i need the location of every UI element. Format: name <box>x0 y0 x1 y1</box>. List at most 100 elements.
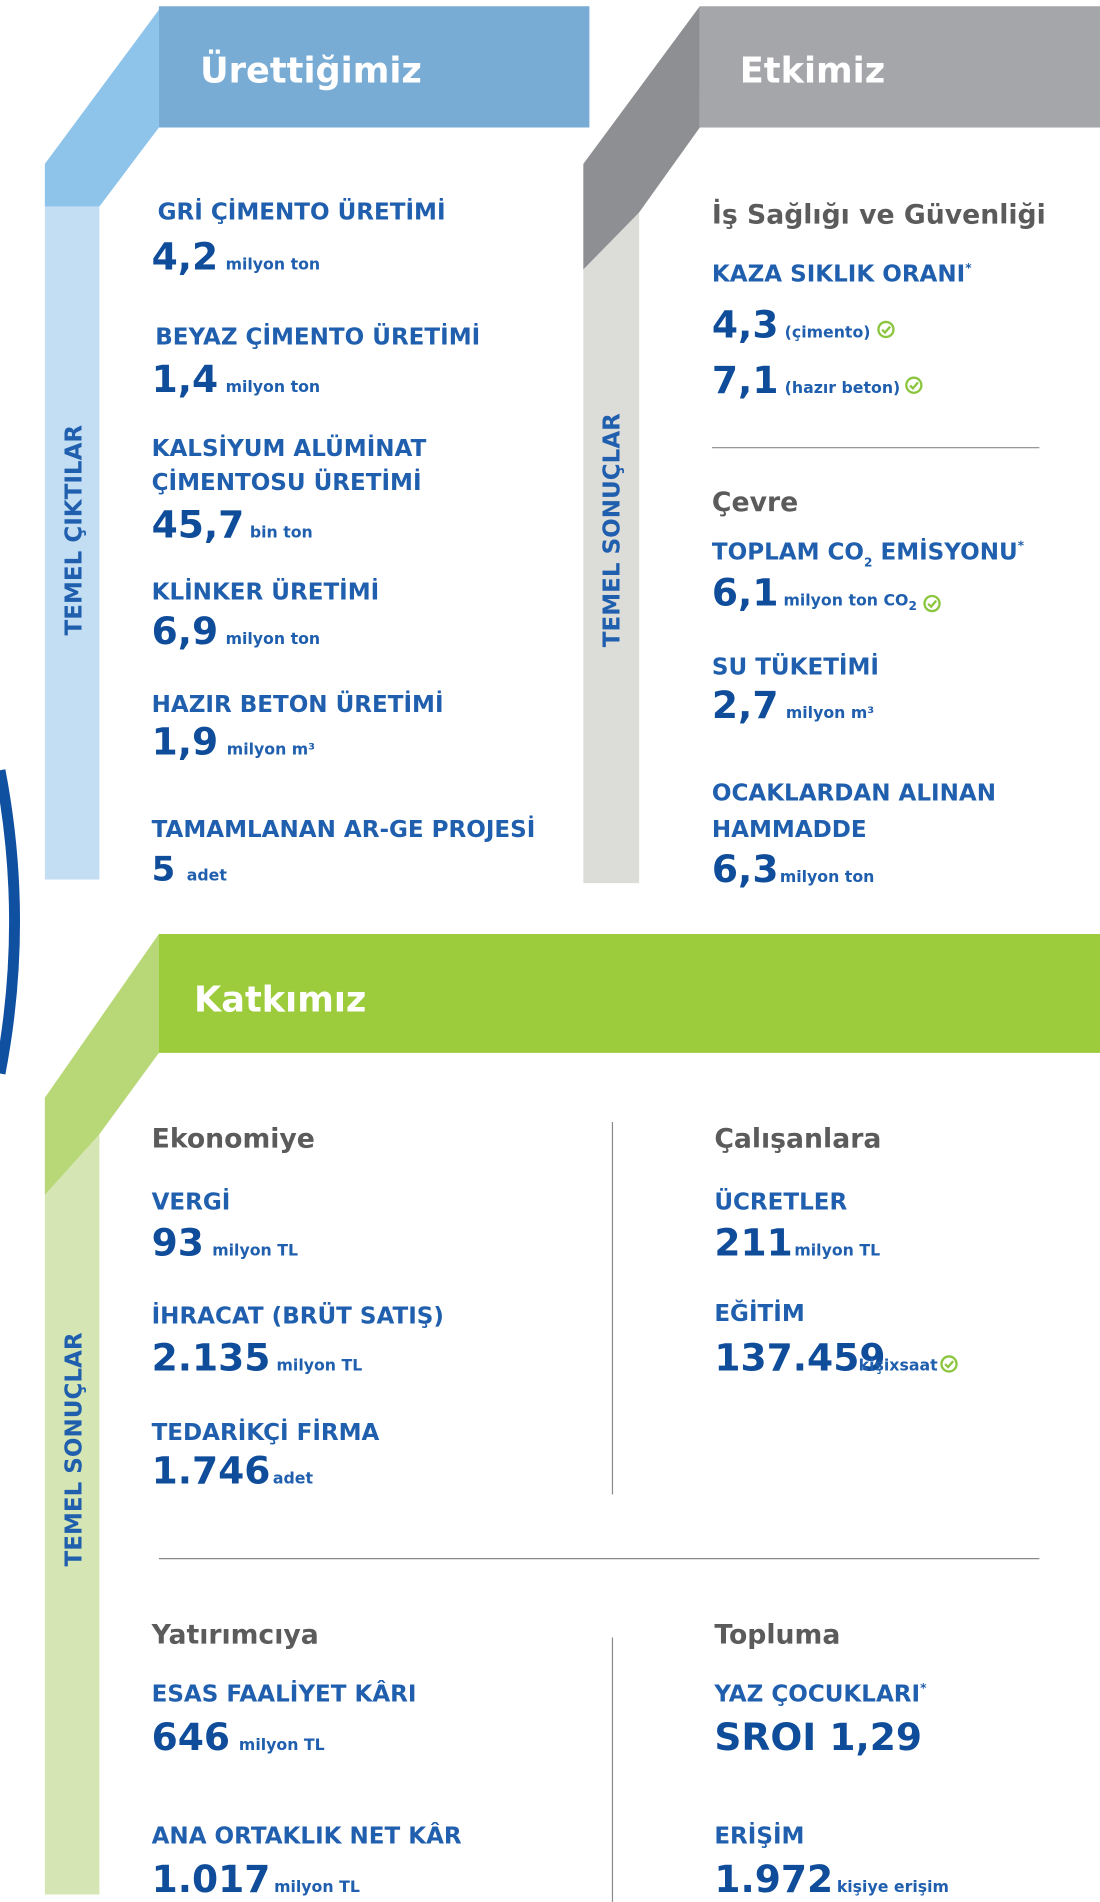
side-bar <box>44 934 159 1895</box>
item-label: GRİ ÇİMENTO ÜRETİMİ <box>158 198 446 226</box>
item-value: 2.135 <box>152 1336 271 1380</box>
item-value: 211 <box>714 1220 792 1264</box>
check-icon <box>877 320 895 339</box>
check-icon <box>905 376 923 394</box>
note-mark: * <box>965 261 972 275</box>
section-heading: Yatırımcıya <box>151 1620 319 1651</box>
panel-fold <box>583 6 700 270</box>
item-value: SROI 1,29 <box>714 1715 922 1759</box>
item-value: 1.017 <box>152 1857 271 1901</box>
side-label: TEMEL SONUÇLAR <box>61 1332 87 1566</box>
section-heading: Topluma <box>714 1620 840 1651</box>
panel-fold <box>44 934 159 1195</box>
panel-title: Etkimiz <box>740 51 885 92</box>
item-label: ERİŞİM <box>714 1822 804 1850</box>
label-text: KAZA SIKLIK ORANI <box>712 262 965 288</box>
item-value: 4,2 <box>152 234 219 278</box>
check-icon <box>923 594 941 613</box>
item-unit: milyon TL <box>239 1735 325 1754</box>
note-mark: * <box>1018 539 1025 553</box>
item-unit: milyon TL <box>277 1356 363 1375</box>
item-label: TAMAMLANAN AR-GE PROJESİ <box>152 815 536 843</box>
item-value: 2,7 <box>712 683 779 727</box>
item-value: 6,1 <box>712 570 779 614</box>
impact-items: İş Sağlığı ve Güvenliği KAZA SIKLIK ORAN… <box>711 198 1046 891</box>
item-value: 1,9 <box>152 720 219 764</box>
section-heading: Çalışanlara <box>714 1123 881 1154</box>
item-value: 93 <box>152 1220 204 1264</box>
item-value: 6,3 <box>712 847 779 891</box>
panel-header <box>158 6 590 128</box>
panel-header <box>699 6 1100 128</box>
item-unit: kişiye erişim <box>837 1877 949 1896</box>
item-label: EĞİTİM <box>714 1299 804 1327</box>
item-unit: milyon TL <box>274 1877 360 1896</box>
item-value: 4,3 <box>712 302 779 346</box>
panel-title: Ürettiğimiz <box>200 50 422 92</box>
label-text: YAZ ÇOCUKLARI <box>713 1682 920 1708</box>
item-value: 45,7 <box>152 502 245 546</box>
item-unit: milyon m³ <box>786 703 874 722</box>
side-label: TEMEL ÇIKTILAR <box>61 425 87 636</box>
item-unit: milyon ton <box>226 377 321 396</box>
note-mark: * <box>920 1681 927 1695</box>
item-label: YAZ ÇOCUKLARI* <box>713 1681 927 1708</box>
item-unit: (hazır beton) <box>785 378 901 397</box>
item-label: OCAKLARDAN ALINAN <box>712 781 996 807</box>
item-value: 646 <box>152 1715 230 1759</box>
item-label: ÜCRETLER <box>714 1187 847 1215</box>
item-value: 137.459 <box>714 1336 885 1380</box>
section-heading: Ekonomiye <box>152 1123 315 1154</box>
item-unit: (çimento) <box>785 322 871 341</box>
unit-text: milyon ton CO <box>783 590 908 609</box>
item-label: VERGİ <box>152 1187 231 1215</box>
section-heading: İş Sağlığı ve Güvenliği <box>712 198 1046 230</box>
item-label: HAMMADDE <box>712 817 867 843</box>
item-label: BEYAZ ÇİMENTO ÜRETİMİ <box>155 323 480 351</box>
item-unit: milyon m³ <box>227 740 315 759</box>
item-unit: milyon TL <box>794 1240 880 1259</box>
item-unit: bin ton <box>250 522 313 541</box>
item-unit: milyon ton <box>226 254 321 273</box>
panel-fold <box>44 9 159 207</box>
item-value: 5 <box>152 850 176 890</box>
item-label: ÇİMENTOSU ÜRETİMİ <box>152 468 422 496</box>
item-value: 6,9 <box>152 609 219 653</box>
section-heading: Çevre <box>712 487 798 518</box>
item-unit: milyon ton <box>780 867 875 886</box>
item-unit: milyon ton CO2 <box>783 590 916 613</box>
label-sub: 2 <box>864 556 872 570</box>
side-bar <box>44 9 159 880</box>
item-label: SU TÜKETİMİ <box>712 652 879 680</box>
item-unit: milyon ton <box>226 629 321 648</box>
item-label: KALSİYUM ALÜMİNAT <box>152 434 427 462</box>
item-label: KLİNKER ÜRETİMİ <box>152 577 380 605</box>
item-label: İHRACAT (BRÜT SATIŞ) <box>152 1301 444 1329</box>
item-label: TOPLAM CO2 EMİSYONU* <box>712 537 1025 569</box>
label-text: EMİSYONU <box>872 537 1017 565</box>
item-value: 1.746 <box>152 1448 271 1492</box>
item-value: 7,1 <box>712 358 779 402</box>
item-label: KAZA SIKLIK ORANI* <box>712 261 972 288</box>
item-label: TEDARİKÇİ FİRMA <box>152 1418 380 1446</box>
item-value: 1,4 <box>152 357 219 401</box>
check-icon <box>940 1355 958 1373</box>
item-unit: milyon TL <box>212 1240 298 1259</box>
panel-header <box>158 934 1100 1053</box>
panel-title: Katkımız <box>194 980 366 1021</box>
unit-sub: 2 <box>908 599 916 613</box>
item-label: HAZIR BETON ÜRETİMİ <box>152 690 444 718</box>
contribution-items: Ekonomiye VERGİ 93 milyon TL İHRACAT (BR… <box>151 1122 1040 1902</box>
item-label: ESAS FAALİYET KÂRI <box>152 1680 417 1708</box>
outputs-items: GRİ ÇİMENTO ÜRETİMİ 4,2 milyon ton BEYAZ… <box>152 198 536 890</box>
side-label: TEMEL SONUÇLAR <box>600 413 626 647</box>
item-unit: adet <box>273 1468 314 1487</box>
item-unit: adet <box>187 866 228 885</box>
item-label: ANA ORTAKLIK NET KÂR <box>152 1822 462 1850</box>
decor-arc <box>0 769 21 1075</box>
item-value: 1.972 <box>714 1857 833 1901</box>
item-unit: kişixsaat <box>859 1356 938 1375</box>
label-text: TOPLAM CO <box>712 539 864 565</box>
